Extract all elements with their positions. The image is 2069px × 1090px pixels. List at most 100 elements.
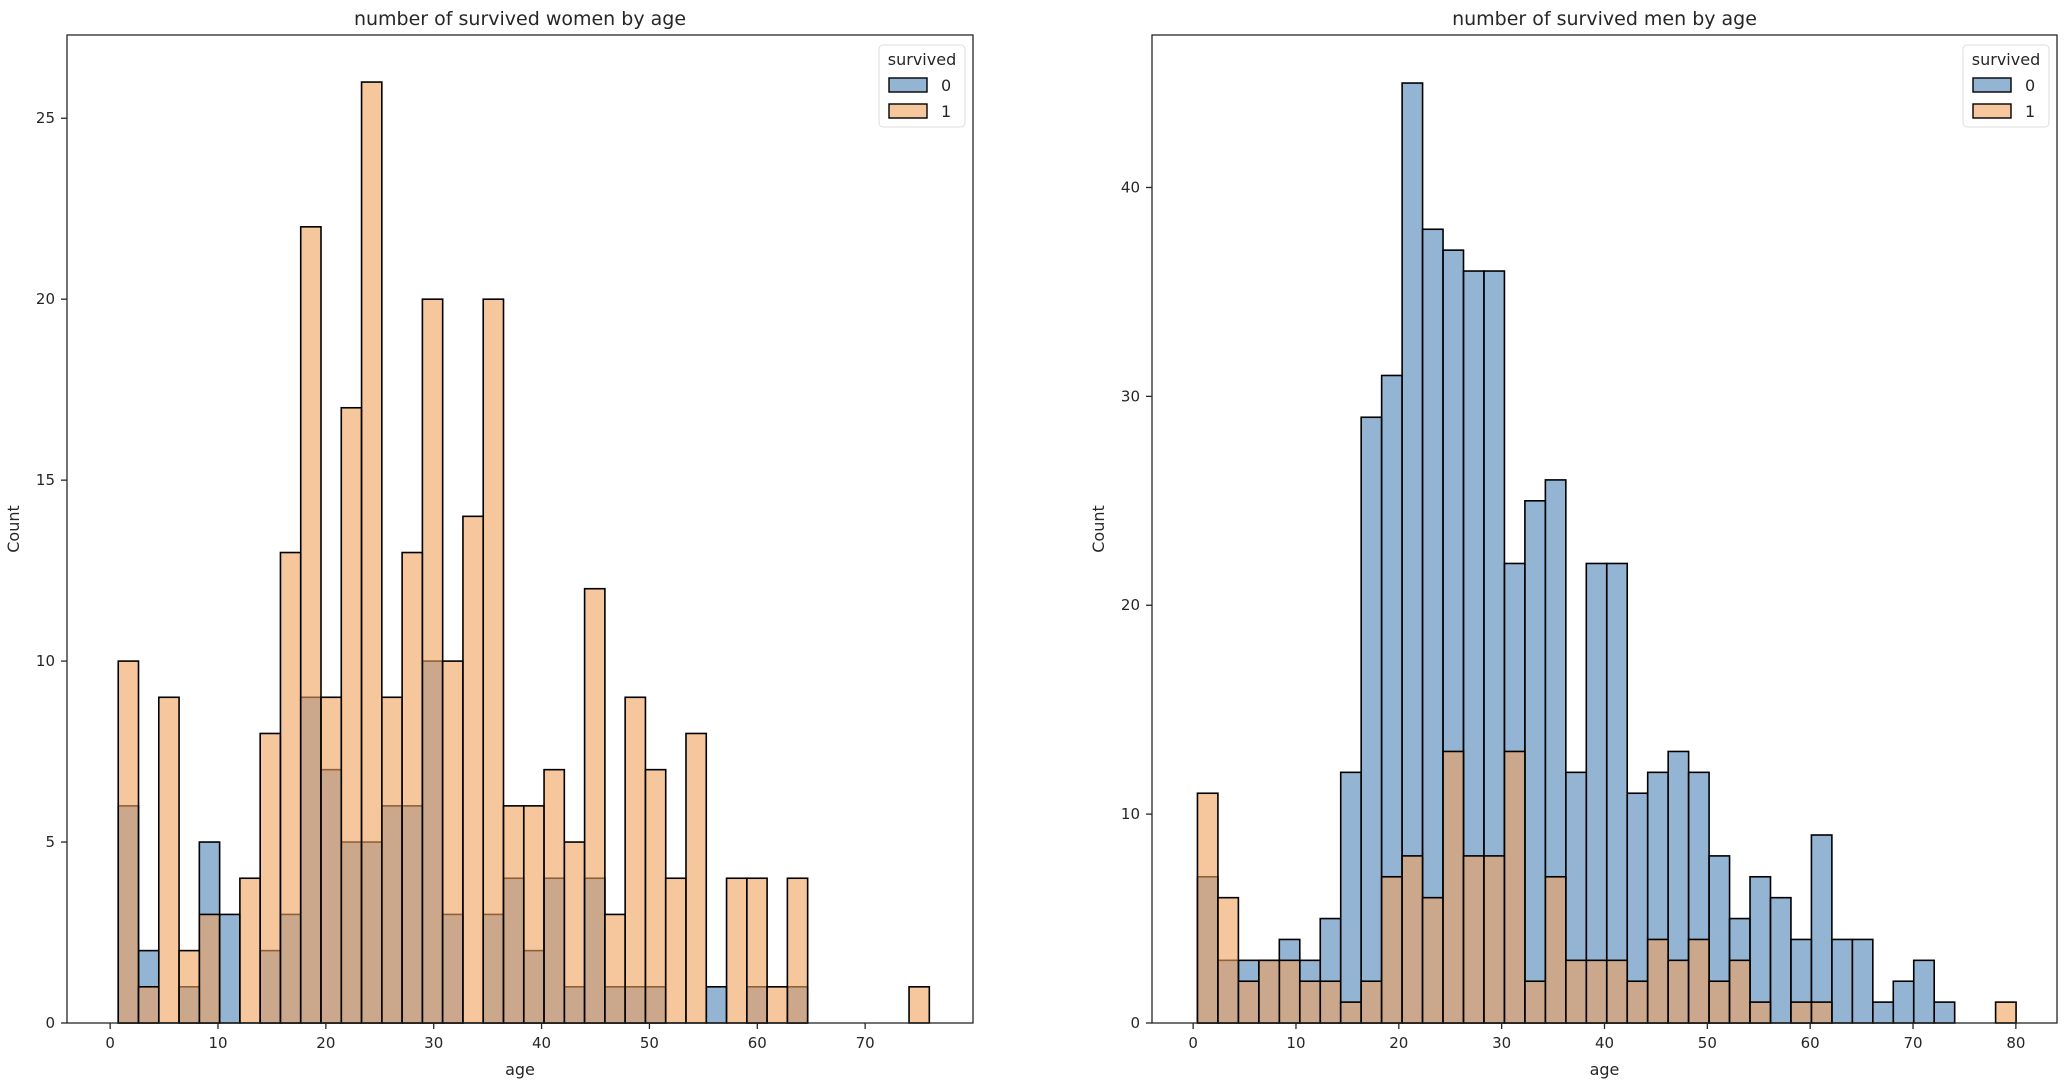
legend-title: survived (1972, 50, 2040, 69)
bar-survived-1 (1421, 896, 1444, 1024)
bar-survived-1 (1442, 750, 1465, 1024)
legend-label-0: 0 (2025, 76, 2035, 95)
bar-survived-1 (421, 298, 444, 1024)
bar-survived-1 (1278, 959, 1301, 1024)
x-tick-label: 50 (640, 1034, 659, 1052)
bar-survived-1 (522, 805, 545, 1024)
bar-survived-0 (1585, 562, 1608, 1024)
bar-survived-1 (137, 986, 160, 1024)
bar-survived-0 (1769, 896, 1792, 1024)
y-tick-label: 25 (36, 109, 55, 127)
x-tick-label: 60 (748, 1034, 767, 1052)
bar-survived-1 (766, 986, 789, 1024)
bar-survived-1 (462, 515, 485, 1024)
legend-swatch-0 (1972, 77, 2012, 93)
bar-survived-1 (239, 877, 261, 1024)
bar-survived-0 (218, 913, 241, 1024)
x-tick-label: 50 (1698, 1034, 1717, 1052)
bar-survived-0 (1933, 1001, 1956, 1024)
bar-survived-1 (1196, 792, 1219, 1024)
y-axis-label: Count (1089, 505, 1108, 553)
x-tick-label: 0 (1188, 1034, 1198, 1052)
y-tick-label: 40 (1121, 178, 1140, 196)
bar-survived-1 (299, 226, 322, 1024)
bar-survived-1 (157, 696, 180, 1024)
bar-survived-1 (908, 986, 931, 1024)
bar-survived-1 (746, 877, 768, 1024)
bar-survived-1 (583, 587, 606, 1024)
legend-swatch-0 (888, 77, 928, 93)
bar-survived-1 (725, 877, 748, 1024)
bar-survived-0 (1872, 1001, 1895, 1024)
bar-survived-1 (1319, 980, 1342, 1024)
bar-survived-0 (1912, 959, 1936, 1024)
bar-survived-1 (1258, 959, 1281, 1024)
bar-survived-1 (360, 81, 383, 1024)
bar-survived-1 (502, 805, 525, 1024)
bar-survived-0 (1360, 416, 1383, 1024)
y-axis-label: Count (4, 505, 23, 553)
bar-survived-1 (1749, 1001, 1772, 1024)
y-tick-label: 0 (1130, 1014, 1140, 1032)
y-tick-label: 10 (36, 652, 55, 670)
bar-survived-1 (1401, 855, 1424, 1024)
bar-survived-1 (1503, 750, 1526, 1024)
bar-survived-1 (1565, 959, 1588, 1024)
y-tick-label: 5 (45, 833, 55, 851)
x-axis-label: age (1590, 1060, 1620, 1079)
bar-survived-0 (1524, 500, 1547, 1024)
bar-survived-1 (1524, 980, 1547, 1024)
bar-survived-1 (563, 841, 586, 1024)
bar-survived-1 (1237, 980, 1260, 1024)
bar-survived-1 (178, 949, 201, 1024)
bar-survived-1 (1462, 855, 1485, 1024)
bar-survived-1 (1217, 896, 1240, 1024)
bar-survived-1 (1360, 980, 1383, 1024)
bar-survived-1 (441, 660, 464, 1024)
y-tick-label: 20 (36, 290, 55, 308)
bar-survived-1 (1605, 959, 1629, 1024)
bar-survived-1 (1544, 875, 1567, 1024)
bar-survived-0 (1851, 938, 1874, 1024)
x-tick-label: 40 (532, 1034, 551, 1052)
bar-survived-1 (401, 551, 424, 1024)
axes-frame (66, 34, 974, 1024)
x-tick-label: 10 (1286, 1034, 1305, 1052)
bar-survived-1 (786, 877, 809, 1024)
bar-survived-1 (117, 660, 140, 1024)
bar-survived-1 (320, 696, 343, 1024)
y-tick-label: 20 (1121, 596, 1140, 614)
bar-survived-1 (685, 732, 708, 1024)
x-tick-label: 80 (2006, 1034, 2025, 1052)
bar-survived-1 (1708, 980, 1731, 1024)
x-tick-label: 70 (856, 1034, 875, 1052)
x-tick-label: 30 (424, 1034, 443, 1052)
bar-survived-1 (1790, 1001, 1813, 1024)
bar-survived-1 (1994, 1001, 2017, 1024)
bar-survived-0 (1810, 834, 1833, 1024)
bars (117, 81, 931, 1024)
y-tick-label: 15 (36, 471, 55, 489)
y-tick-label: 30 (1121, 387, 1140, 405)
bar-survived-1 (340, 406, 363, 1024)
chart-title: number of survived women by age (354, 8, 686, 30)
bar-survived-1 (279, 551, 302, 1024)
legend: survived 0 1 (1962, 44, 2050, 128)
chart-title: number of survived men by age (1452, 8, 1757, 30)
x-tick-label: 40 (1595, 1034, 1614, 1052)
bar-survived-1 (482, 298, 505, 1024)
bar-survived-1 (1339, 1001, 1362, 1024)
bar-survived-1 (381, 696, 403, 1024)
bar-survived-1 (664, 877, 687, 1024)
bar-survived-1 (1646, 938, 1669, 1024)
bar-survived-1 (1585, 959, 1608, 1024)
bar-survived-1 (604, 913, 626, 1024)
bar-survived-1 (1667, 959, 1690, 1024)
x-tick-label: 10 (208, 1034, 227, 1052)
bar-survived-0 (1605, 562, 1629, 1024)
legend-label-1: 1 (941, 102, 951, 121)
bar-survived-0 (1749, 875, 1772, 1024)
x-tick-label: 20 (1389, 1034, 1408, 1052)
